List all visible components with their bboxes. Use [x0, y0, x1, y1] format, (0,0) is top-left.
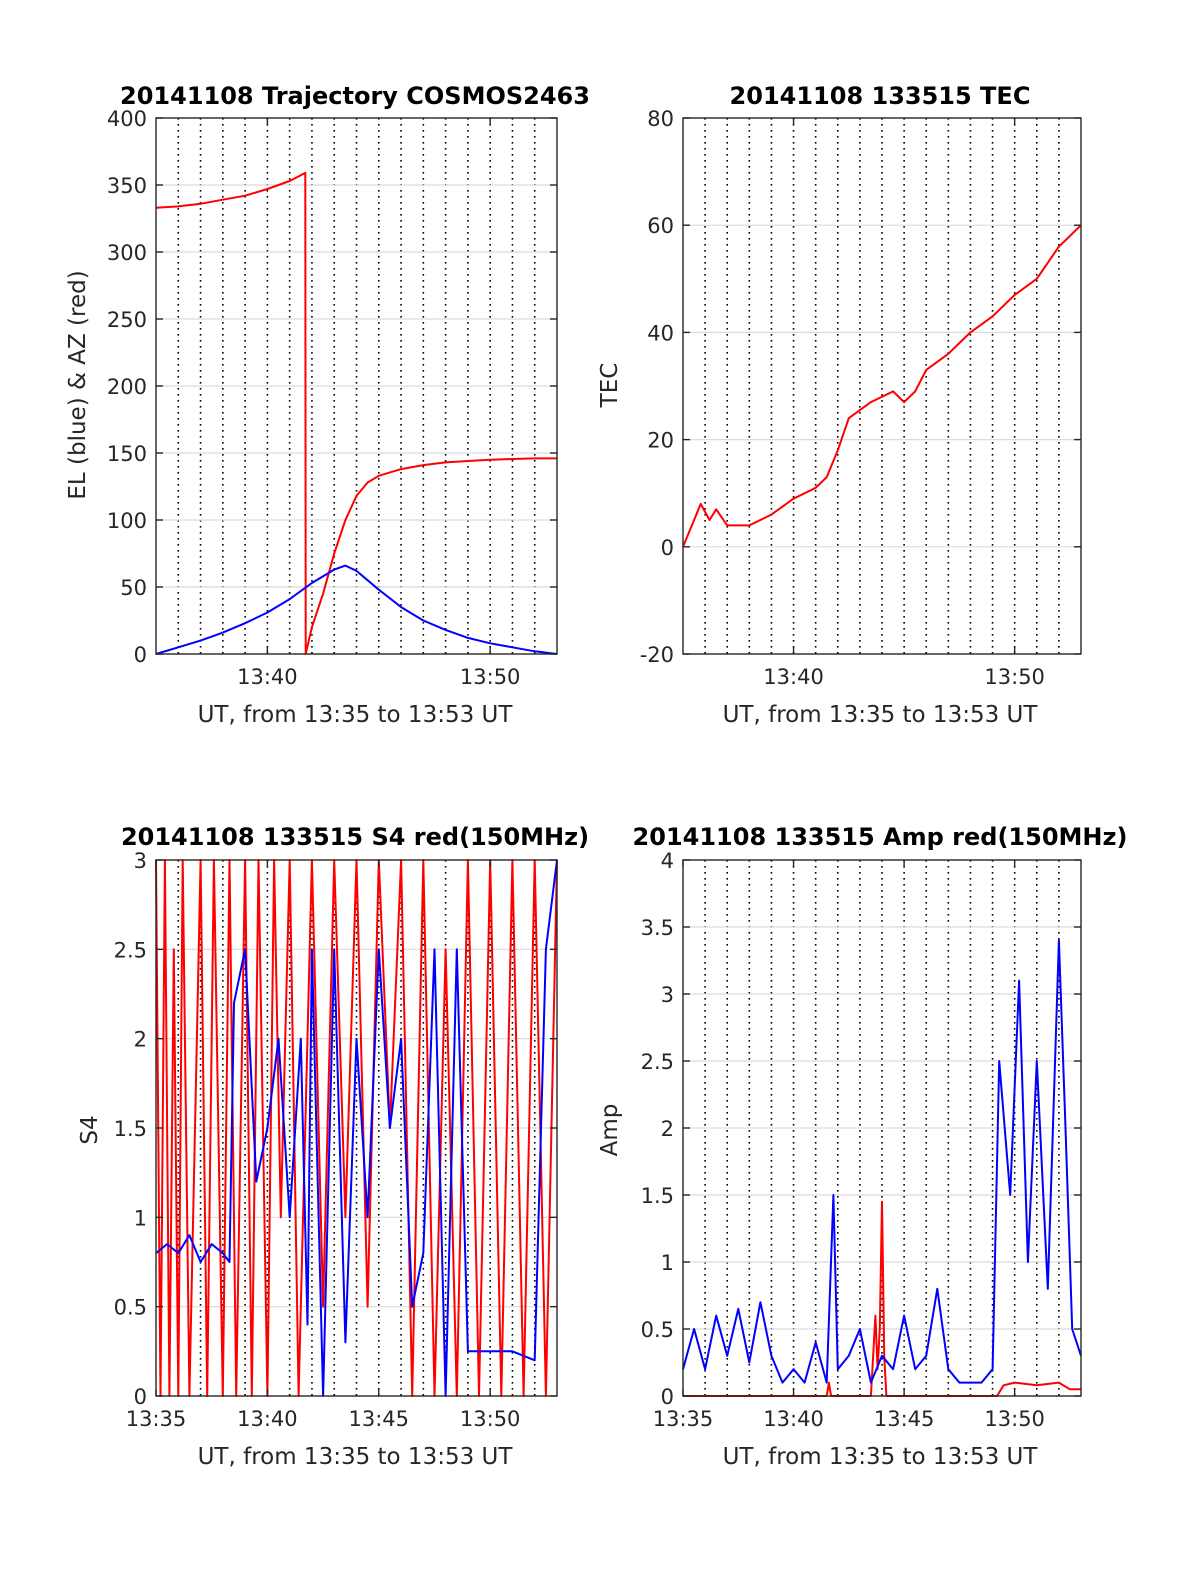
x-tick-label: 13:50: [984, 665, 1045, 689]
y-tick-label: 100: [107, 509, 147, 533]
series-line: [682, 224, 1082, 548]
chart-title-amp: 20141108 133515 Amp red(150MHz): [633, 823, 1128, 851]
y-tick-label: 3: [134, 849, 147, 873]
chart-title-tec: 20141108 133515 TEC: [730, 82, 1031, 110]
y-tick-label: 2.5: [641, 1050, 674, 1074]
y-tick-label: 0: [134, 1385, 147, 1409]
y-tick-label: 80: [647, 107, 674, 131]
y-tick-label: 1: [661, 1251, 674, 1275]
chart-tec: 20141108 133515 TEC UT, from 13:35 to 13…: [597, 82, 1082, 728]
x-axis-label-tec: UT, from 13:35 to 13:53 UT: [723, 702, 1039, 728]
y-tick-label: 0: [134, 643, 147, 667]
y-tick-label: 250: [107, 308, 147, 332]
x-tick-label: 13:50: [460, 665, 521, 689]
series-line: [155, 171, 557, 655]
y-axis-label-s4: S4: [77, 1115, 103, 1144]
y-tick-label: 50: [120, 576, 147, 600]
y-tick-label: 350: [107, 174, 147, 198]
y-tick-label: 0.5: [641, 1318, 674, 1342]
y-tick-label: 3: [661, 983, 674, 1007]
y-tick-label: 2: [661, 1117, 674, 1141]
y-tick-label: 0: [661, 1385, 674, 1409]
series-line: [155, 859, 558, 1397]
x-tick-label: 13:50: [460, 1407, 521, 1431]
y-tick-label: 2.5: [114, 938, 147, 962]
y-axis-label-tec: TEC: [597, 363, 623, 409]
y-tick-label: 1: [134, 1206, 147, 1230]
x-tick-label: 13:35: [126, 1407, 187, 1431]
chart-amp: 20141108 133515 Amp red(150MHz) UT, from…: [597, 823, 1127, 1470]
x-tick-label: 13:45: [874, 1407, 935, 1431]
y-tick-label: 0: [661, 536, 674, 560]
series-line: [155, 564, 558, 655]
chart-title-trajectory: 20141108 Trajectory COSMOS2463: [120, 82, 590, 110]
y-axis-label-trajectory: EL (blue) & AZ (red): [65, 270, 91, 499]
x-tick-label: 13:50: [984, 1407, 1045, 1431]
y-tick-label: 200: [107, 375, 147, 399]
axes-box: [682, 117, 1082, 655]
x-tick-label: 13:40: [237, 1407, 298, 1431]
x-axis-label-trajectory: UT, from 13:35 to 13:53 UT: [198, 702, 514, 728]
plot-area: [683, 118, 1081, 654]
x-tick-label: 13:40: [763, 665, 824, 689]
y-axis-label-amp: Amp: [597, 1104, 623, 1157]
x-tick-label: 13:40: [237, 665, 298, 689]
x-tick-label: 13:45: [349, 1407, 410, 1431]
x-axis-label-s4: UT, from 13:35 to 13:53 UT: [198, 1444, 514, 1470]
y-tick-label: 150: [107, 442, 147, 466]
series-line: [682, 939, 1082, 1384]
y-tick-label: 20: [647, 429, 674, 453]
chart-s4: 20141108 133515 S4 red(150MHz) UT, from …: [77, 823, 589, 1470]
y-tick-label: 300: [107, 241, 147, 265]
y-tick-label: 3.5: [641, 916, 674, 940]
y-tick-label: 2: [134, 1028, 147, 1052]
y-tick-label: -20: [640, 643, 674, 667]
chart-trajectory: 20141108 Trajectory COSMOS2463 UT, from …: [65, 82, 590, 728]
series-line: [683, 1200, 1081, 1397]
x-tick-label: 13:35: [653, 1407, 714, 1431]
y-tick-label: 4: [661, 849, 674, 873]
y-tick-label: 1.5: [114, 1117, 147, 1141]
x-tick-label: 13:40: [763, 1407, 824, 1431]
y-tick-label: 400: [107, 107, 147, 131]
y-tick-label: 60: [647, 214, 674, 238]
y-tick-label: 40: [647, 321, 674, 345]
chart-title-s4: 20141108 133515 S4 red(150MHz): [121, 823, 589, 851]
x-axis-label-amp: UT, from 13:35 to 13:53 UT: [723, 1444, 1039, 1470]
y-tick-label: 0.5: [114, 1296, 147, 1320]
y-tick-label: 1.5: [641, 1184, 674, 1208]
